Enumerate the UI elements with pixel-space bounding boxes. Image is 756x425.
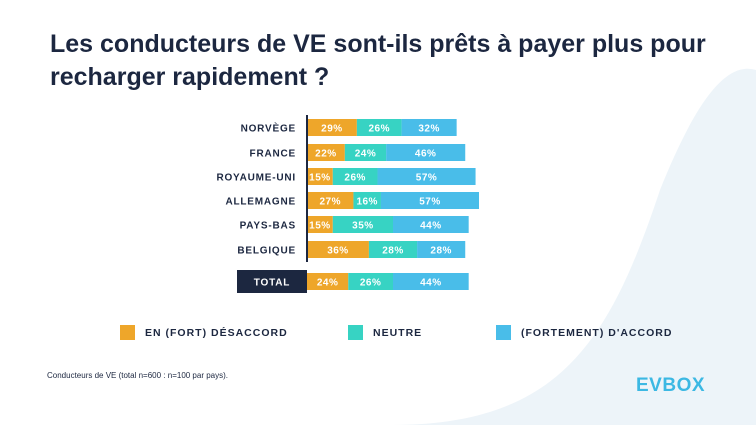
legend-item-neutral: NEUTRE <box>348 325 422 340</box>
bar-segment-pays-bas-2 <box>332 216 393 233</box>
bar-segment-royaume-uni-2 <box>332 168 378 185</box>
data-label-belgique-1: 36% <box>327 246 349 257</box>
data-label-allemagne-2: 16% <box>356 197 378 208</box>
bar-segment-france-2 <box>344 144 387 161</box>
category-label-royaume-uni: ROYAUME-UNI <box>216 173 296 184</box>
data-label-royaume-uni-2: 26% <box>344 173 366 184</box>
bar-segment-total-1 <box>307 273 349 290</box>
data-label-allemagne-1: 27% <box>319 197 341 208</box>
data-label-france-2: 24% <box>355 149 377 160</box>
chart-title: Les conducteurs de VE sont-ils prêts à p… <box>50 30 706 91</box>
bar-segment-belgique-1 <box>307 241 369 258</box>
category-label-belgique: BELGIQUE <box>237 246 296 257</box>
bar-segment-royaume-uni-3 <box>377 168 476 185</box>
bar-segment-total-3 <box>393 273 469 290</box>
data-label-pays-bas-3: 44% <box>420 221 442 232</box>
data-label-belgique-2: 28% <box>382 246 404 257</box>
legend-item-agree: (FORTEMENT) D'ACCORD <box>496 325 672 340</box>
legend-item-disagree: EN (FORT) DÉSACCORD <box>120 325 288 340</box>
legend-label-disagree: EN (FORT) DÉSACCORD <box>145 326 288 339</box>
data-label-allemagne-3: 57% <box>419 197 441 208</box>
data-label-pays-bas-2: 35% <box>352 221 374 232</box>
category-label-france: FRANCE <box>250 149 296 160</box>
data-label-total-2: 26% <box>360 278 382 289</box>
data-label-norv-ge-1: 29% <box>321 124 343 135</box>
bar-segment-allemagne-1 <box>307 192 354 209</box>
bar-segment-norv-ge-3 <box>401 119 457 136</box>
data-label-pays-bas-1: 15% <box>309 221 331 232</box>
bar-segment-france-3 <box>386 144 466 161</box>
bar-segment-allemagne-2 <box>353 192 381 209</box>
data-label-total-3: 44% <box>420 278 442 289</box>
data-label-france-1: 22% <box>315 149 337 160</box>
bar-segment-pays-bas-1 <box>307 216 333 233</box>
total-label-box <box>237 270 307 293</box>
category-label-total: TOTAL <box>254 278 290 289</box>
legend-label-neutral: NEUTRE <box>373 326 423 339</box>
category-label-allemagne: ALLEMAGNE <box>225 197 296 208</box>
data-label-norv-ge-3: 32% <box>418 124 440 135</box>
background-wave-shape <box>392 68 756 425</box>
category-label-norv-ge: NORVÈGE <box>241 122 296 135</box>
evbox-logo: EVBOX <box>636 375 706 396</box>
bar-segment-royaume-uni-1 <box>307 168 333 185</box>
legend-swatch-disagree <box>120 325 135 340</box>
footnote: Conducteurs de VE (total n=600 : n=100 p… <box>47 371 229 380</box>
legend-swatch-agree <box>496 325 511 340</box>
legend-swatch-neutral <box>348 325 363 340</box>
bar-segment-norv-ge-1 <box>307 119 357 136</box>
bar-segment-norv-ge-2 <box>356 119 402 136</box>
data-label-norv-ge-2: 26% <box>368 124 390 135</box>
data-label-france-3: 46% <box>415 149 437 160</box>
bar-segment-belgique-2 <box>368 241 418 258</box>
bar-segment-belgique-3 <box>417 241 466 258</box>
bar-segment-france-1 <box>307 144 345 161</box>
bar-segment-pays-bas-3 <box>393 216 469 233</box>
legend-label-agree: (FORTEMENT) D'ACCORD <box>521 326 673 339</box>
bar-segment-total-2 <box>348 273 393 290</box>
data-label-royaume-uni-1: 15% <box>309 173 331 184</box>
bar-segment-allemagne-3 <box>380 192 479 209</box>
data-label-belgique-3: 28% <box>430 246 452 257</box>
category-label-pays-bas: PAYS-BAS <box>240 221 296 232</box>
data-label-total-1: 24% <box>317 278 339 289</box>
data-label-royaume-uni-3: 57% <box>416 173 438 184</box>
